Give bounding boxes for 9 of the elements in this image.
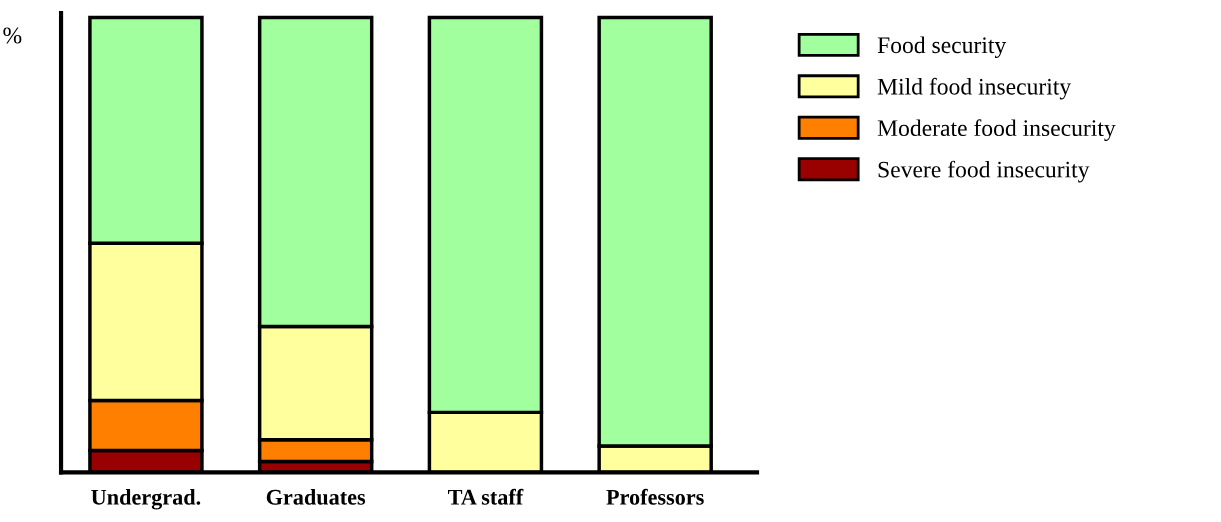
y-axis-title: %	[3, 27, 22, 44]
legend-label: Moderate food insecurity	[877, 119, 1116, 141]
legend-label: Severe food insecurity	[878, 160, 1090, 183]
x-tick-label: Professors	[606, 488, 704, 505]
x-tick-label: Undergrad.	[91, 489, 201, 510]
legend-label: Mild food insecurity	[877, 77, 1072, 100]
x-tick-label: Graduates	[266, 489, 366, 505]
legend-label: Food security	[877, 36, 1007, 59]
x-tick-label: TA staff	[448, 488, 524, 505]
